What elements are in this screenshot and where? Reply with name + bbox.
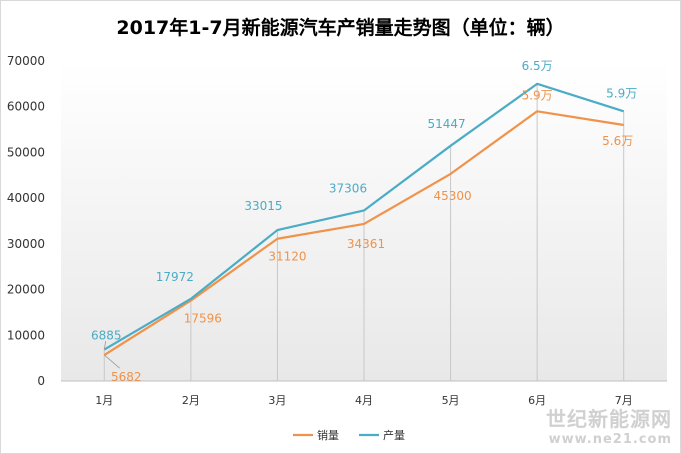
x-tick-label: 4月 — [355, 394, 373, 407]
data-label: 31120 — [268, 250, 306, 264]
x-tick-label: 7月 — [615, 394, 633, 407]
data-label: 5.6万 — [602, 134, 633, 148]
data-label: 34361 — [347, 237, 385, 251]
data-label: 17972 — [156, 270, 194, 284]
y-tick-label: 50000 — [7, 145, 45, 159]
chart-title: 2017年1-7月新能源汽车产销量走势图（单位：辆） — [116, 17, 565, 39]
legend-label: 销量 — [317, 428, 339, 442]
watermark-text: 世纪新能源网 — [546, 407, 672, 431]
series-line-production — [103, 82, 625, 351]
data-label: 5.9万 — [606, 86, 637, 100]
x-tick-label: 2月 — [182, 394, 200, 407]
watermark-url: www.ne21.com — [548, 432, 672, 447]
x-tick-label: 3月 — [268, 394, 286, 407]
x-tick-label: 1月 — [95, 394, 113, 407]
x-tick-label: 5月 — [442, 394, 460, 407]
legend-label: 产量 — [383, 428, 405, 442]
data-label: 51447 — [427, 117, 465, 131]
data-label: 5682 — [111, 370, 142, 384]
data-label: 6885 — [91, 329, 122, 343]
data-label: 5.9万 — [522, 88, 553, 102]
data-label: 6.5万 — [522, 59, 553, 73]
data-label: 33015 — [244, 199, 282, 213]
y-tick-label: 0 — [37, 374, 45, 388]
series-line-sales — [103, 110, 624, 356]
label-leader-line — [104, 354, 120, 369]
y-tick-label: 40000 — [7, 191, 45, 205]
y-tick-label: 70000 — [7, 54, 45, 68]
data-label: 17596 — [184, 312, 222, 326]
y-tick-label: 10000 — [7, 328, 45, 342]
y-tick-label: 60000 — [7, 100, 45, 114]
x-tick-label: 6月 — [528, 394, 546, 407]
data-label: 37306 — [329, 181, 367, 195]
label-leader-line — [103, 341, 107, 350]
data-label: 45300 — [433, 189, 471, 203]
y-tick-label: 30000 — [7, 237, 45, 251]
y-tick-label: 20000 — [7, 283, 45, 297]
watermark-logo: 世纪新能源网 www.ne21.com — [546, 403, 672, 447]
